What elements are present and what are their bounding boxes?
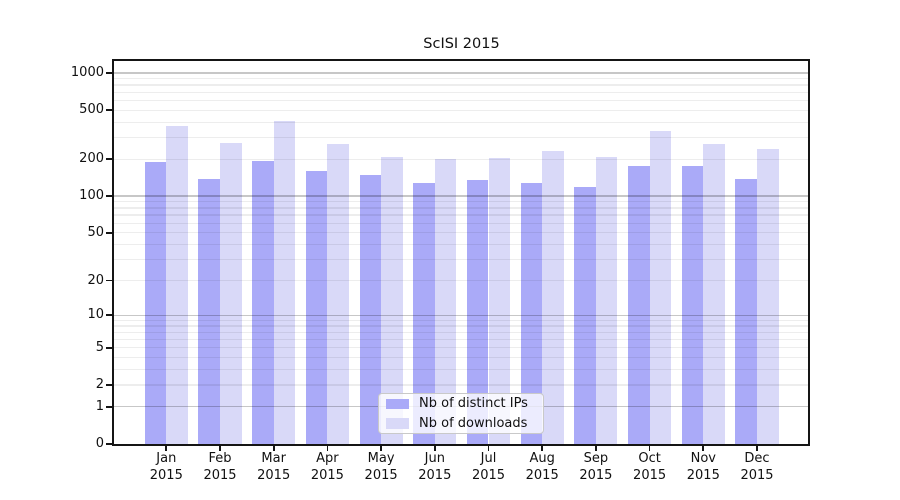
x-axis-tick-year: 2015 [149, 467, 183, 483]
x-axis-tick-label: Jul 2015 [461, 451, 517, 484]
x-axis-tick-year: 2015 [525, 467, 559, 483]
x-axis-tick-label: Nov 2015 [675, 451, 731, 484]
x-axis-tick-label: Apr 2015 [299, 451, 355, 484]
y-axis-tick-label: 5 [95, 339, 104, 355]
y-axis-tick-label: 10 [87, 307, 104, 323]
x-axis-tick-label: Mar 2015 [246, 451, 302, 484]
x-axis-tick-year: 2015 [364, 467, 398, 483]
x-axis-tick-year: 2015 [471, 467, 506, 483]
legend-item-distinct-ips: Nb of distinct IPs [386, 394, 543, 414]
x-axis-tick-label: Sep 2015 [568, 451, 624, 484]
y-axis-tick-label: 1 [95, 398, 104, 414]
y-axis-tick-label: 200 [79, 151, 104, 167]
x-axis-tick-year: 2015 [579, 467, 613, 483]
x-axis-tick-label: Oct 2015 [622, 451, 678, 484]
legend-item-downloads: Nb of downloads [386, 414, 543, 434]
x-axis-tick-label: Jan 2015 [138, 451, 194, 484]
legend-swatch-downloads [386, 418, 409, 429]
x-axis-tick-label: Feb 2015 [192, 451, 248, 484]
legend: Nb of distinct IPs Nb of downloads [378, 393, 544, 434]
x-axis-tick-year: 2015 [418, 467, 452, 483]
y-axis-tick-label: 2 [95, 377, 104, 392]
legend-swatch-distinct-ips [386, 398, 409, 409]
y-axis-tick-label: 0 [95, 436, 104, 451]
x-axis-tick-year: 2015 [310, 467, 344, 483]
x-axis-tick-label: Dec 2015 [729, 451, 785, 484]
legend-label-downloads: Nb of downloads [419, 415, 528, 431]
y-axis-tick-label: 50 [87, 224, 104, 240]
x-axis-tick-year: 2015 [633, 467, 667, 483]
y-axis-tick-label: 100 [79, 188, 104, 204]
x-axis-tick-label: May 2015 [353, 451, 409, 484]
x-axis-tick-label: Aug 2015 [514, 451, 570, 484]
chart-title: ScISI 2015 [423, 36, 500, 52]
y-axis-tick-label: 20 [87, 272, 104, 288]
x-axis-tick-year: 2015 [740, 467, 774, 483]
legend-label-distinct-ips: Nb of distinct IPs [419, 396, 528, 412]
plot-frame [112, 59, 810, 446]
x-axis-tick-year: 2015 [203, 467, 237, 483]
x-axis-tick-year: 2015 [686, 467, 720, 483]
x-axis-tick-label: Jun 2015 [407, 451, 463, 484]
x-axis-tick-year: 2015 [257, 467, 291, 483]
y-axis-tick-label: 1000 [70, 64, 104, 80]
y-axis-tick-label: 500 [79, 102, 104, 118]
